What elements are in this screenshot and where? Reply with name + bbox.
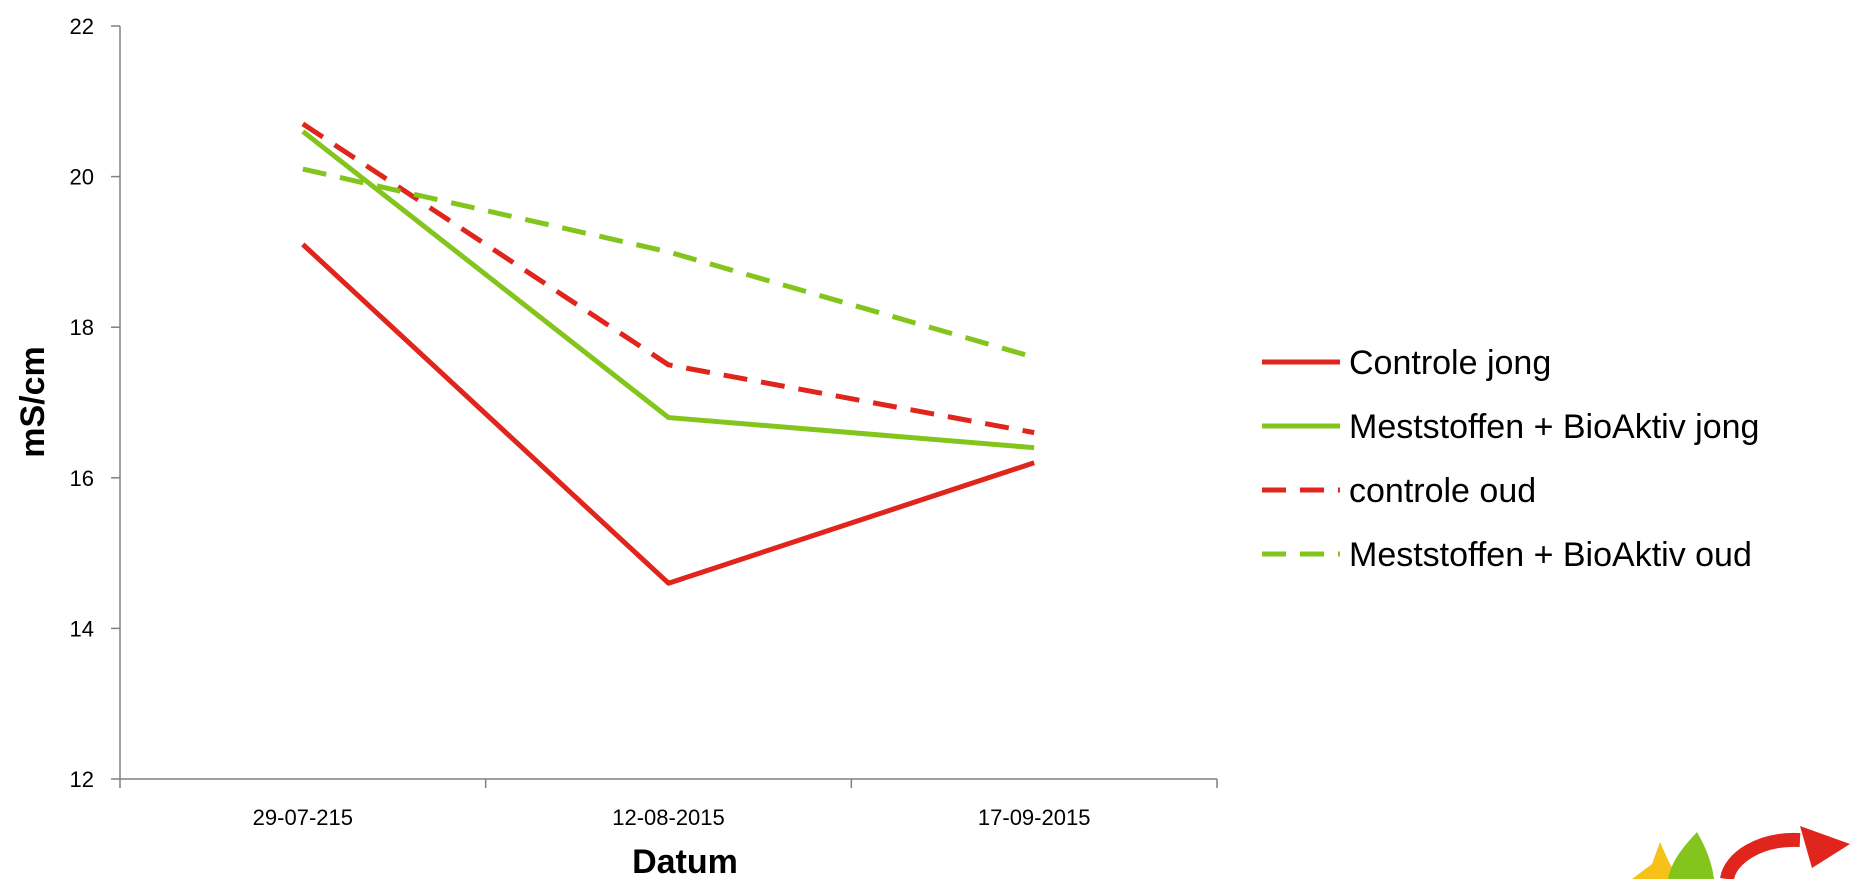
y-tick-label: 12 [70,767,94,792]
x-axis-title: Datum [632,843,738,879]
chart-series [301,121,1035,586]
chart-axes [119,26,1217,780]
legend-label-1: Controle jong [1349,344,1551,382]
y-tick-label: 16 [70,466,94,491]
y-axis-ticks: 12 14 16 18 20 22 [70,14,120,792]
x-tick-label: 29-07-215 [253,805,353,830]
y-axis-title: mS/cm [14,346,52,458]
series-line-1 [301,242,1035,586]
legend-label-3: controle oud [1349,472,1536,510]
series-line-3 [301,121,1035,436]
y-tick-label: 20 [70,165,94,190]
y-tick-label: 22 [70,14,94,39]
y-tick-label: 18 [70,315,94,340]
x-axis-ticks: 29-07-215 12-08-2015 17-09-2015 [119,779,1218,830]
legend-label-4: Meststoffen + BioAktiv oud [1349,536,1752,574]
x-tick-label: 12-08-2015 [612,805,725,830]
company-logo [1632,826,1850,879]
x-tick-label: 17-09-2015 [978,805,1091,830]
y-tick-label: 14 [70,616,94,641]
chart-legend: Controle jong Meststoffen + BioAktiv jong… [1262,344,1759,574]
series-line-4 [302,166,1035,360]
legend-label-2: Meststoffen + BioAktiv jong [1349,408,1759,446]
series-line-2 [301,129,1035,451]
